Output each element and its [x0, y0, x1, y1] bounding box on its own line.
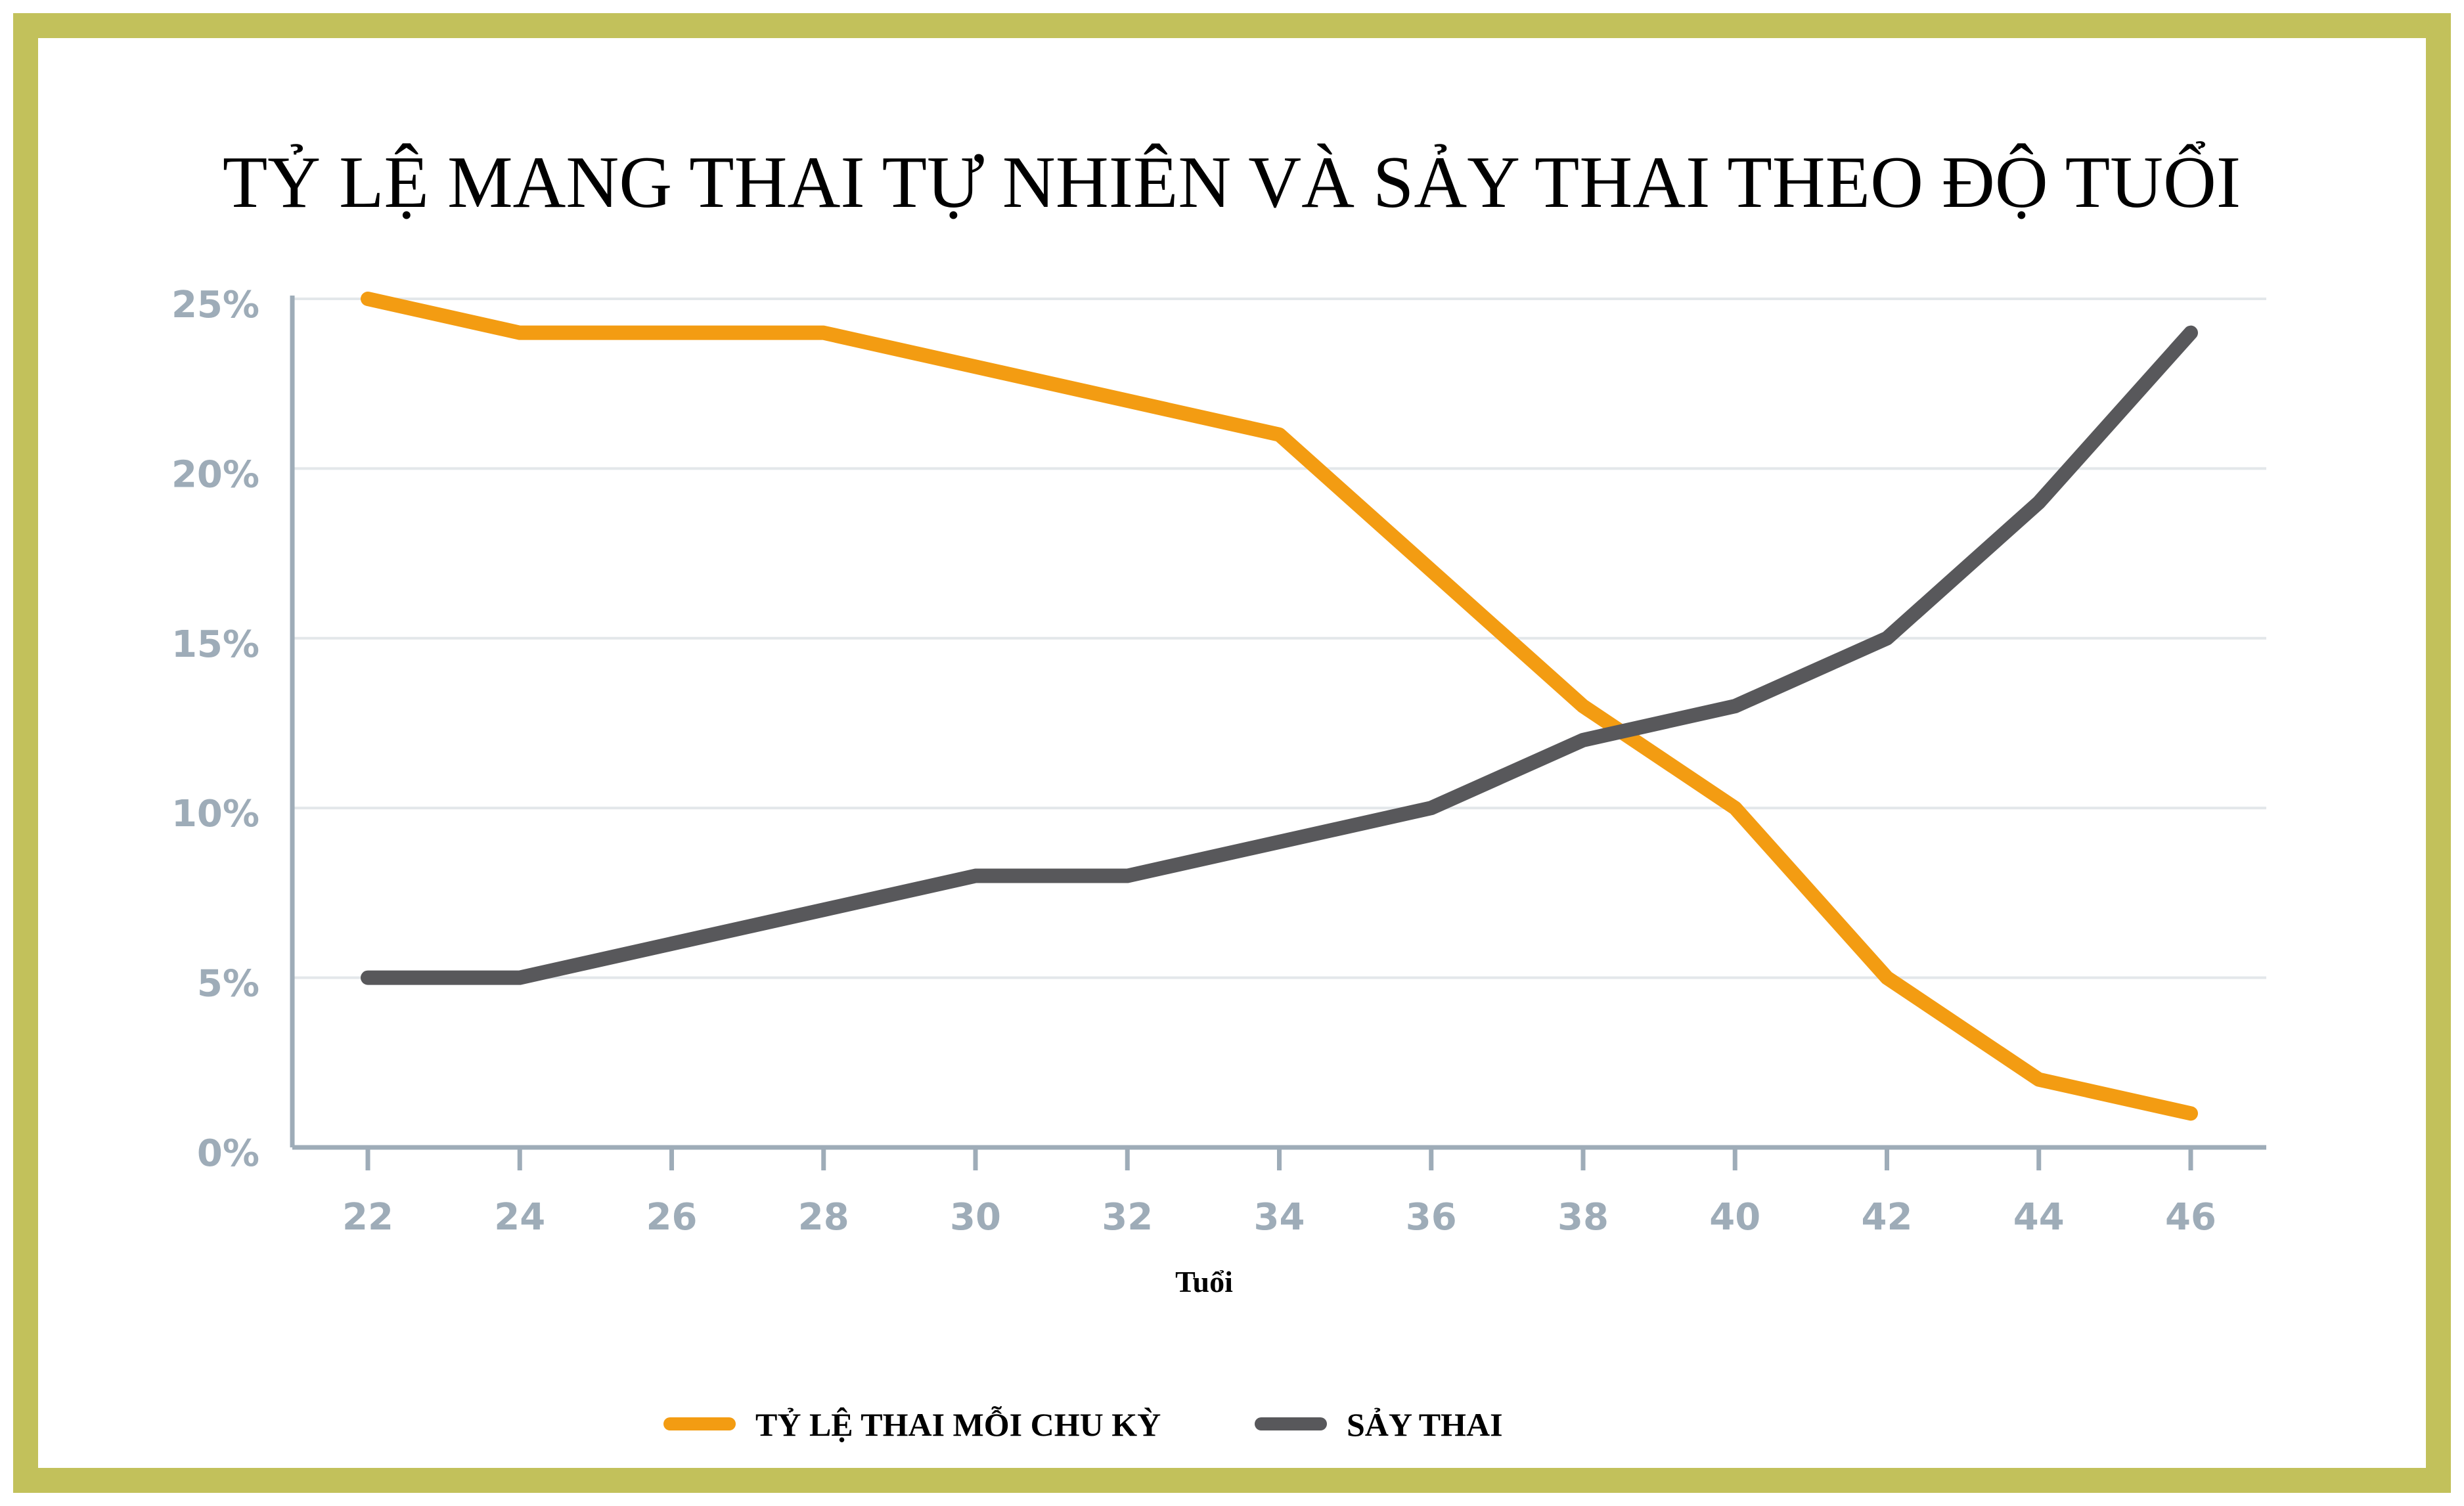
y-tick-label: 0%	[197, 1132, 259, 1175]
x-tick-label: 44	[2013, 1196, 2065, 1239]
x-tick-label: 22	[342, 1196, 393, 1239]
x-tick-label: 26	[646, 1196, 698, 1239]
legend-label: TỶ LỆ THAI MỖI CHU KỲ	[755, 1405, 1161, 1443]
y-tick-label: 25%	[171, 284, 259, 326]
x-tick-label: 46	[2165, 1196, 2216, 1239]
x-tick-label: 40	[1709, 1196, 1760, 1239]
x-tick-label: 42	[1862, 1196, 1913, 1239]
y-tick-label: 10%	[171, 793, 259, 835]
x-tick-label: 38	[1557, 1196, 1609, 1239]
y-tick-labels: 0% 5% 10% 15% 20% 25%	[171, 284, 259, 1175]
axes	[290, 296, 2266, 1170]
series-line-1	[361, 292, 2198, 1121]
series-lines	[361, 292, 2198, 1121]
x-tick-label: 32	[1102, 1196, 1153, 1239]
x-tick-label: 28	[798, 1196, 849, 1239]
x-tick-labels: 22 24 26 28 30 32 34 36 38 40 42 44 46	[342, 1196, 2216, 1239]
series-line-2	[361, 325, 2198, 985]
x-axis-label: Tuổi	[1175, 1265, 1233, 1298]
x-tick-label: 36	[1406, 1196, 1457, 1239]
chart-title: TỶ LỆ MANG THAI TỰ NHIÊN VÀ SẢY THAI THE…	[223, 141, 2241, 223]
legend: TỶ LỆ THAI MỖI CHU KỲ SẢY THAI	[663, 1405, 1503, 1443]
grid-lines	[292, 298, 2266, 979]
x-tick-label: 24	[494, 1196, 545, 1239]
y-tick-label: 15%	[171, 623, 259, 666]
x-tick-label: 34	[1254, 1196, 1305, 1239]
legend-label: SẢY THAI	[1347, 1406, 1503, 1443]
x-tick-label: 30	[950, 1196, 1001, 1239]
y-tick-label: 5%	[197, 963, 259, 1006]
y-tick-label: 20%	[171, 453, 259, 496]
chart-border	[13, 13, 2451, 1493]
